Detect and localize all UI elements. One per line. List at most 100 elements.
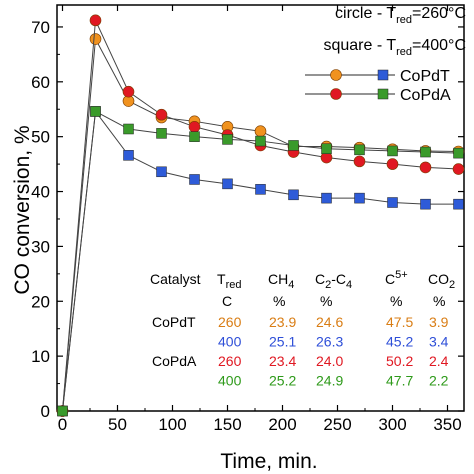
table-header: Tred (217, 271, 241, 291)
x-tick-label: 150 (213, 415, 241, 434)
table-cell: 260 (218, 314, 242, 330)
table-catalyst: CoPdA (152, 353, 197, 369)
data-point-circle (452, 163, 465, 175)
data-point-square (420, 146, 431, 158)
table-header-main: C (385, 271, 395, 287)
data-point-square (321, 143, 332, 154)
y-tick-label: 30 (31, 237, 50, 256)
x-tick-label: 100 (158, 415, 186, 434)
table-unit: C (222, 293, 232, 309)
table-header-sub: 4 (288, 279, 294, 291)
table-cell: 2.4 (429, 353, 449, 369)
table-header-main: C (315, 271, 325, 287)
table-header-sub: 2 (449, 279, 455, 291)
table-cell: 47.5 (386, 314, 413, 330)
data-point-square (189, 174, 200, 185)
table-header: C5+ (385, 269, 408, 287)
table-cell: 45.2 (386, 334, 413, 350)
legend-title-sub: red (396, 46, 412, 58)
table-cell: 3.4 (429, 334, 449, 350)
table-cell: 24.6 (316, 314, 343, 330)
data-point-square (387, 197, 398, 208)
table-header-main: CO (428, 271, 449, 287)
data-point-circle (122, 85, 135, 98)
table-header: Catalyst (150, 271, 201, 287)
axes: 0 50 100 150 200 250 300 350 0 10 20 30 40 50 60 70 (31, 5, 464, 434)
legend-circle-marker (330, 88, 342, 100)
table-header-main: Catalyst (150, 271, 201, 287)
data-point-circle (155, 108, 168, 121)
table-cell: 3.9 (429, 314, 449, 330)
data-point-square (387, 145, 398, 157)
y-tick-label: 60 (31, 73, 50, 92)
table-cell: 400 (218, 334, 242, 350)
data-point-square (57, 405, 68, 417)
plot-frame (56, 4, 465, 412)
table-cell: 260 (218, 353, 242, 369)
table-cell: 50.2 (386, 353, 413, 369)
table-cell: 26.3 (316, 334, 343, 350)
y-tick-label: 70 (31, 18, 50, 37)
table-unit: % (390, 293, 402, 309)
x-axis-title: Time, min. (220, 450, 317, 473)
y-tick-label: 40 (31, 183, 50, 202)
table-header-main: CH (268, 271, 288, 287)
data-point-circle (89, 14, 102, 27)
legend-title-text: square - T (323, 37, 396, 54)
table-cell: 25.1 (269, 334, 296, 350)
data-point-square (255, 184, 266, 195)
data-point-circle (353, 155, 366, 168)
x-tick-label: 250 (323, 415, 351, 434)
legend-label: CoPdA (400, 87, 451, 104)
x-tick-label: 200 (268, 415, 296, 434)
data-point-square (288, 189, 299, 201)
table-catalyst: CoPdT (152, 314, 196, 330)
data-point-square (453, 147, 464, 159)
table-header-mid: -C (331, 271, 346, 287)
data-point-circle (89, 33, 102, 45)
data-point-square (354, 192, 365, 204)
table-unit: % (320, 293, 332, 309)
x-tick-label: 350 (433, 415, 461, 434)
data-point-square (288, 140, 299, 151)
plot-border (56, 4, 465, 412)
data-point-square (321, 192, 332, 204)
table-cell: 23.9 (269, 314, 296, 330)
legend-title-text: circle - T (335, 5, 396, 22)
table-unit: % (273, 293, 285, 309)
legend-title-1: circle - Tred=260°C (335, 5, 466, 26)
series-copdt-square (57, 106, 464, 417)
y-axis-title: CO conversion, % (11, 125, 34, 294)
data-point-circle (419, 161, 432, 174)
table-header: CH4 (268, 271, 294, 291)
series-group (56, 14, 465, 417)
table-cell: 23.4 (269, 353, 296, 369)
table-cell: 2.2 (429, 373, 449, 389)
table-unit: % (433, 293, 445, 309)
data-point-square (156, 166, 167, 178)
y-tick-label: 50 (31, 128, 50, 147)
y-tick-label: 10 (31, 347, 50, 366)
legend-title-text: =260°C (412, 5, 466, 22)
table-cell: 25.2 (269, 373, 296, 389)
data-point-square (255, 135, 266, 147)
legend-title-2: square - Tred=400°C (323, 37, 466, 58)
y-tick-label: 20 (31, 292, 50, 311)
legend-title-sub: red (396, 14, 412, 26)
table-header-sub: red (226, 279, 242, 291)
table-header-main: T (217, 271, 226, 287)
legend-circle-marker (330, 69, 342, 81)
table-header-sup: 5+ (395, 269, 408, 281)
data-point-square (420, 198, 431, 210)
table-cell: 24.0 (316, 353, 343, 369)
data-point-square (354, 144, 365, 156)
table-cell: 400 (218, 373, 242, 389)
series-copda-square (57, 106, 464, 417)
legend-label: CoPdT (400, 68, 450, 85)
x-tick-label: 50 (108, 415, 127, 434)
legend-square-marker (377, 69, 389, 81)
y-tick-label: 0 (41, 402, 50, 421)
